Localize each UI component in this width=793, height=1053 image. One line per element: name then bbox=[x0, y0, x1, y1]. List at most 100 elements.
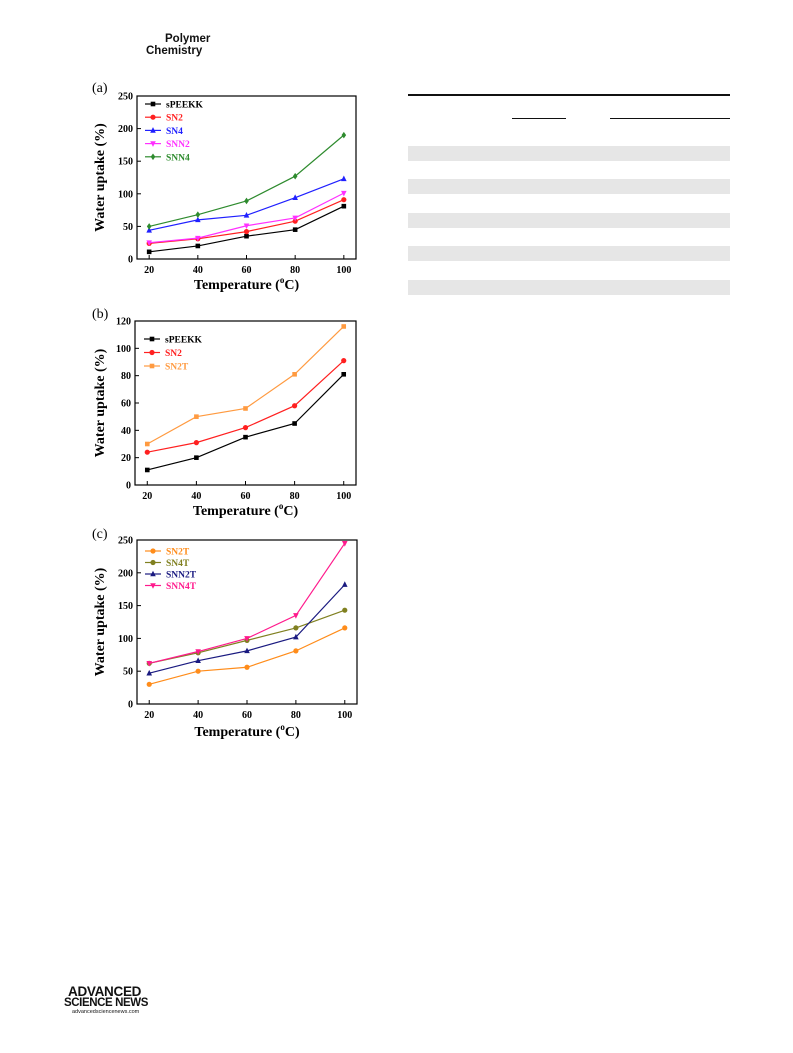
data-point-sn2t bbox=[146, 681, 152, 687]
data-point-sn2 bbox=[144, 449, 150, 455]
data-point-snn2 bbox=[243, 223, 250, 230]
y-axis-title-b: Water uptake (%) bbox=[93, 348, 108, 457]
table-header-rule-2 bbox=[610, 118, 730, 119]
data-point-snn4t bbox=[244, 636, 250, 642]
publisher-name-line2: SCIENCE NEWS bbox=[64, 997, 149, 1009]
series-snn4-a bbox=[146, 131, 347, 230]
table-row-stripe bbox=[408, 146, 730, 161]
data-point-speekk bbox=[144, 467, 150, 473]
y-tick-label-a: 100 bbox=[118, 189, 133, 200]
series-sn2t-c bbox=[146, 625, 348, 687]
journal-name-line2: Chemistry bbox=[146, 45, 203, 57]
x-tick-label-c: 80 bbox=[291, 710, 301, 721]
legend-label: SNN2 bbox=[166, 140, 190, 150]
series-sn2-a bbox=[146, 197, 347, 246]
x-tick-label-a: 40 bbox=[193, 265, 203, 276]
series-snn2-a bbox=[146, 190, 347, 246]
table-row-stripe bbox=[408, 280, 730, 295]
table-header-rule-1 bbox=[512, 118, 566, 119]
legend-marker bbox=[150, 127, 156, 133]
series-snn4t-c bbox=[146, 540, 348, 667]
table-fragment bbox=[408, 94, 730, 298]
data-point-snn4t bbox=[293, 613, 299, 619]
y-tick-label-a: 150 bbox=[118, 157, 133, 168]
legend-item-snn4-a: SNN4 bbox=[145, 153, 190, 163]
legend-item-sn2t-b: SN2T bbox=[144, 363, 189, 373]
y-tick-label-b: 0 bbox=[126, 481, 131, 492]
data-point-speekk bbox=[244, 233, 249, 239]
legend-label: SN2T bbox=[166, 548, 190, 558]
x-tick-label-c: 100 bbox=[337, 710, 352, 721]
data-point-sn4 bbox=[195, 216, 201, 223]
legend-marker bbox=[150, 559, 156, 566]
data-point-sn2t bbox=[195, 668, 201, 674]
legend-marker bbox=[150, 548, 156, 554]
chart-c-svg: (c) 0 50 100 150 200 250 20 40 60 80 100 Temperature… bbox=[92, 527, 358, 740]
legend-label: SN4 bbox=[166, 127, 183, 137]
legend-marker bbox=[150, 101, 156, 107]
data-point-sn4 bbox=[292, 194, 298, 201]
data-point-snn4 bbox=[244, 197, 249, 205]
x-tick-label-b: 40 bbox=[191, 491, 201, 502]
data-point-snn4 bbox=[146, 223, 152, 230]
legend-marker bbox=[149, 349, 155, 356]
y-tick-label-c: 0 bbox=[128, 700, 133, 711]
journal-logo: Polymer Chemistry bbox=[146, 33, 210, 57]
series-speekk-a bbox=[146, 203, 347, 255]
legend-marker bbox=[150, 153, 156, 161]
data-point-sn2t bbox=[243, 406, 248, 411]
legend-marker bbox=[150, 114, 156, 120]
series-line-snn2t bbox=[149, 584, 346, 674]
y-tick-label-c: 150 bbox=[118, 601, 133, 612]
data-point-speekk bbox=[146, 249, 152, 255]
chart-panel-c: (c) 0 50 100 150 200 250 20 40 60 80 100 Temperature… bbox=[0, 522, 380, 747]
x-axis-title-b: Temperature (oC) bbox=[193, 501, 299, 519]
data-point-snn2t bbox=[244, 647, 250, 654]
legend-item-sn2-b: SN2 bbox=[144, 349, 182, 359]
legend-item-snn2t-c: SNN2T bbox=[145, 571, 197, 581]
legend-item-sn4t-c: SN4T bbox=[145, 559, 190, 569]
y-tick-label-b: 40 bbox=[121, 426, 131, 437]
series-sn2-b bbox=[144, 358, 347, 455]
data-point-sn4 bbox=[243, 212, 250, 218]
x-tick-label-c: 60 bbox=[242, 710, 252, 721]
series-sn2t-b bbox=[144, 324, 347, 447]
data-point-sn4t bbox=[342, 607, 348, 613]
x-tick-label-c: 40 bbox=[193, 710, 203, 721]
data-point-speekk bbox=[341, 203, 347, 209]
data-point-snn4t bbox=[341, 540, 348, 547]
chart-panel-b: (b) 0 20 40 60 80 100 120 20 40 60 80 100 Temperature… bbox=[0, 302, 380, 522]
y-tick-label-a: 50 bbox=[123, 222, 133, 233]
data-point-snn2 bbox=[292, 215, 298, 222]
chart-a-svg: (a) 0 50 100 150 200 250 20 40 60 80 100 Temperature… bbox=[92, 81, 357, 293]
legend-item-sn2-a: SN2 bbox=[145, 114, 183, 124]
series-line-speekk bbox=[147, 373, 345, 471]
data-point-sn2 bbox=[243, 229, 250, 235]
y-axis-title-c: Water uptake (%) bbox=[93, 567, 108, 676]
chart-panel-a: (a) 0 50 100 150 200 250 20 40 60 80 100 Temperature… bbox=[0, 75, 380, 300]
legend-item-speekk-b: sPEEKK bbox=[144, 336, 203, 346]
y-tick-label-c: 250 bbox=[118, 536, 133, 547]
series-snn2t-c bbox=[146, 581, 348, 676]
table-row-stripe bbox=[408, 213, 730, 228]
legend-marker bbox=[150, 141, 156, 147]
legend-label: SNN2T bbox=[166, 571, 197, 581]
y-tick-label-c: 100 bbox=[118, 634, 133, 645]
data-point-snn4 bbox=[292, 172, 298, 180]
data-point-speekk bbox=[195, 243, 201, 249]
data-point-speekk bbox=[292, 421, 297, 426]
x-tick-label-a: 20 bbox=[144, 265, 154, 276]
legend-label: SN2T bbox=[165, 363, 189, 373]
y-tick-label-a: 0 bbox=[128, 255, 133, 266]
data-point-sn4 bbox=[146, 227, 152, 233]
legend-item-snn4t-c: SNN4T bbox=[145, 582, 197, 592]
y-tick-label-b: 60 bbox=[121, 399, 131, 410]
y-tick-label-a: 200 bbox=[118, 124, 133, 135]
legend-marker bbox=[150, 583, 156, 589]
series-speekk-b bbox=[144, 372, 347, 473]
data-point-sn2 bbox=[292, 403, 298, 409]
data-point-speekk bbox=[243, 434, 248, 440]
table-row-stripe bbox=[408, 179, 730, 194]
data-point-sn2t bbox=[194, 414, 199, 419]
x-tick-label-b: 100 bbox=[336, 491, 351, 502]
